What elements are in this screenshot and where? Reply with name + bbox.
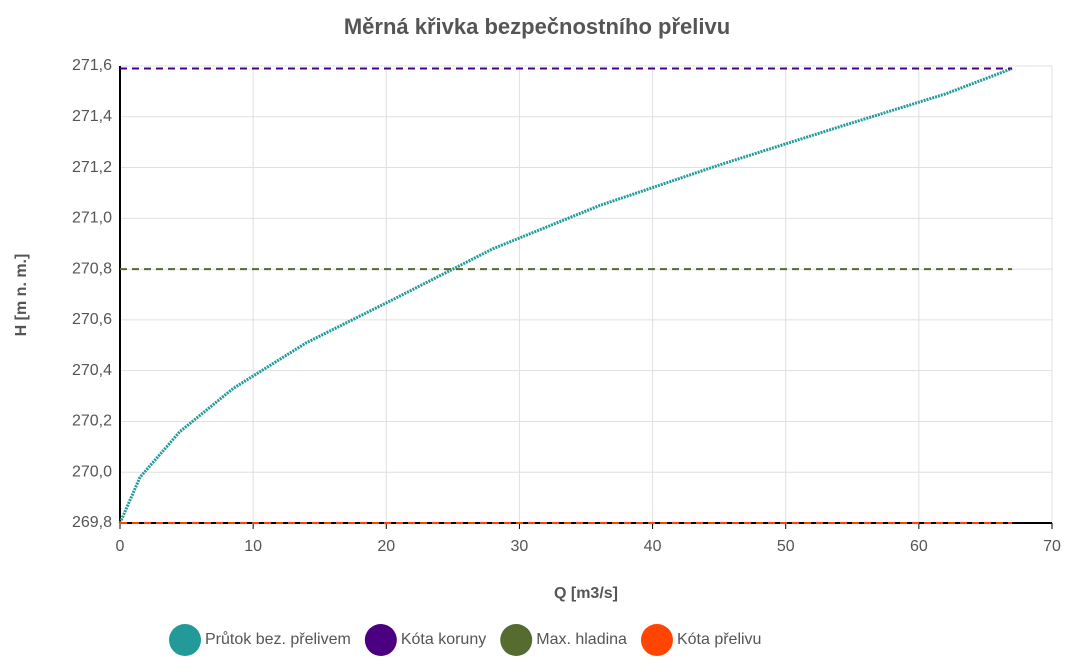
legend-swatch [169,624,201,656]
legend-swatch [364,624,397,656]
legend-label: Kóta koruny [401,631,486,648]
y-tick-label: 271,6 [72,57,112,74]
legend-item: Kóta přelivu [640,624,762,656]
x-tick-label: 0 [116,538,125,555]
x-axis-label: Q [m3/s] [554,585,618,602]
legend-swatch [640,624,673,656]
legend-label: Průtok bez. přelivem [205,630,351,648]
y-tick-label: 270,6 [72,311,112,328]
y-tick-label: 271,0 [72,210,112,227]
legend-swatch [500,624,533,656]
x-tick-label: 40 [644,538,662,555]
series-line [118,67,1013,524]
legend-item: Kóta koruny [364,624,486,656]
legend-label: Max. hladina [536,631,627,648]
y-tick-label: 270,2 [72,413,112,430]
x-tick-label: 30 [511,538,529,555]
x-tick-label: 60 [910,538,928,555]
x-tick-label: 70 [1043,538,1061,555]
y-tick-label: 271,2 [72,159,112,176]
y-axis-label: H [m n. m.] [13,254,30,337]
legend-item: Max. hladina [500,624,627,656]
y-tick-label: 270,8 [72,260,112,277]
y-tick-label: 270,0 [72,463,112,480]
y-tick-label: 271,4 [72,108,112,125]
y-tick-label: 270,4 [72,362,112,379]
x-tick-label: 10 [244,538,262,555]
y-tick-label: 269,8 [72,514,112,531]
x-tick-label: 20 [377,538,395,555]
legend-item: Průtok bez. přelivem [169,624,351,656]
x-tick-label: 50 [777,538,795,555]
legend-label: Kóta přelivu [677,631,762,648]
chart-title: Měrná křivka bezpečnostního přelivu [344,14,730,39]
